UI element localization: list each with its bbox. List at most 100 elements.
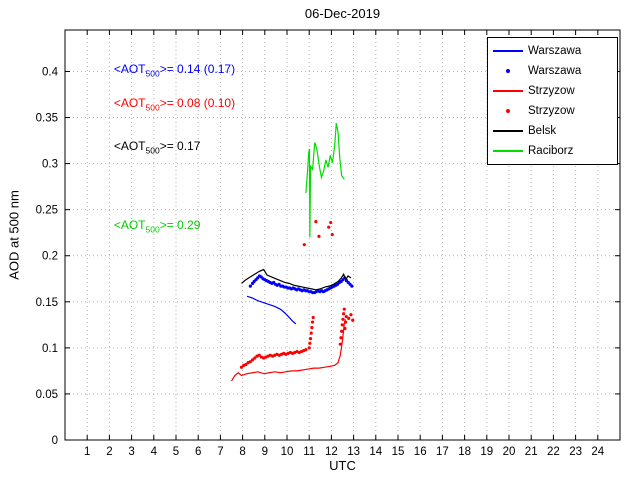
point-strzyzow-dots: [304, 348, 308, 352]
point-strzyzow-dots: [307, 346, 311, 350]
x-tick-label: 4: [151, 446, 158, 458]
point-strzyzow-dots: [339, 336, 343, 340]
legend-line-sample: [492, 44, 524, 58]
x-tick-label: 23: [569, 446, 582, 458]
annotation-text: <AOT: [113, 218, 146, 233]
annotation-text: <AOT: [113, 61, 146, 76]
annotation-text: >= 0.08 (0.10): [159, 95, 236, 110]
annotation-subscript: 500: [145, 145, 160, 156]
point-strzyzow-dots: [248, 360, 252, 364]
legend-line-sample: [492, 144, 524, 158]
aot-annotation-raciborz: <AOT500>= 0.29: [114, 218, 201, 234]
point-strzyzow-dots: [257, 353, 261, 357]
point-strzyzow-dots: [330, 232, 334, 237]
chart-title: 06-Dec-2019: [304, 6, 381, 21]
x-tick-label: 3: [128, 446, 134, 458]
legend-item-strzyzow-dots: Strzyzow: [488, 101, 617, 121]
x-tick-label: 10: [281, 446, 294, 458]
annotation-subscript: 500: [145, 68, 160, 78]
y-tick-label: 0.05: [36, 389, 58, 401]
point-strzyzow-dots: [311, 315, 315, 320]
x-tick-label: 24: [591, 446, 604, 458]
y-tick-label: 0.3: [42, 159, 58, 171]
series-belsk: [241, 268, 352, 291]
legend-item-strzyzow-line: Strzyzow: [488, 81, 617, 101]
annotation-text: >= 0.17: [159, 139, 201, 153]
annotation-text: <AOT: [113, 139, 146, 153]
legend-line-sample: [492, 84, 524, 98]
legend-item-warszawa-dots: Warszawa: [488, 61, 617, 81]
x-tick-label: 20: [503, 446, 516, 458]
legend: Warszawa Warszawa Strzyzow Strzyzow Bels…: [487, 37, 618, 165]
x-tick-label: 6: [195, 446, 201, 458]
dot-swatch: [506, 69, 510, 73]
y-tick-label: 0.2: [42, 251, 58, 263]
point-strzyzow-dots: [309, 331, 313, 335]
y-tick-label: 0.15: [36, 297, 58, 309]
point-strzyzow-dots: [343, 326, 347, 331]
x-tick-label: 2: [106, 446, 112, 458]
point-strzyzow-dots: [253, 356, 257, 360]
annotation-subscript: 500: [145, 224, 160, 235]
y-tick-label: 0.35: [36, 113, 58, 125]
point-strzyzow-dots: [344, 314, 348, 319]
legend-label: Strzyzow: [528, 105, 575, 117]
point-strzyzow-dots: [314, 220, 318, 224]
series-strzyzow-line: [230, 319, 346, 382]
x-tick-label: 14: [369, 446, 382, 458]
point-strzyzow-dots: [342, 312, 346, 316]
y-axis-label: AOD at 500 nm: [6, 190, 22, 280]
point-strzyzow-dots: [308, 341, 312, 345]
x-tick-label: 13: [347, 446, 360, 458]
legend-item-raciborz: Raciborz: [488, 141, 617, 161]
dot-swatch: [506, 109, 510, 113]
point-strzyzow-dots: [344, 320, 348, 324]
line-swatch: [493, 150, 523, 152]
line-swatch: [493, 50, 523, 52]
point-strzyzow-dots: [341, 317, 345, 321]
x-tick-label: 16: [414, 446, 427, 458]
legend-label: Raciborz: [528, 145, 574, 157]
x-axis-label: UTC: [329, 458, 356, 473]
x-tick-label: 19: [480, 446, 493, 458]
point-strzyzow-dots: [310, 320, 315, 324]
point-strzyzow-dots: [302, 243, 306, 247]
legend-label: Warszawa: [528, 45, 582, 57]
legend-line-sample: [492, 124, 524, 138]
x-tick-label: 8: [239, 446, 245, 458]
point-strzyzow-dots: [351, 318, 355, 322]
point-strzyzow-dots: [308, 337, 313, 341]
x-tick-label: 9: [262, 446, 268, 458]
annotation-text: >= 0.29: [159, 218, 201, 233]
line-swatch: [493, 90, 523, 92]
line-swatch: [493, 130, 523, 132]
point-warszawa-dots: [350, 284, 354, 288]
aot-annotation-strzyzow: <AOT500>= 0.08 (0.10): [114, 96, 235, 112]
plot-border: [64, 29, 621, 441]
point-strzyzow-dots: [340, 329, 344, 333]
legend-item-warszawa-line: Warszawa: [488, 41, 617, 61]
x-tick-label: 22: [547, 446, 560, 458]
point-strzyzow-dots: [342, 307, 346, 311]
legend-dot-sample: [492, 104, 524, 118]
y-tick-label: 0.25: [36, 205, 58, 217]
point-strzyzow-dots: [347, 316, 351, 320]
legend-label: Warszawa: [528, 65, 582, 77]
point-strzyzow-dots: [250, 358, 255, 362]
x-tick-label: 1: [84, 446, 90, 458]
legend-label: Belsk: [528, 125, 557, 137]
annotation-text: >= 0.14 (0.17): [159, 61, 236, 76]
x-tick-label: 15: [392, 446, 405, 458]
legend-dot-sample: [492, 64, 524, 78]
point-strzyzow-dots: [327, 225, 331, 229]
x-tick-label: 21: [525, 446, 538, 458]
x-tick-label: 12: [325, 446, 338, 458]
x-tick-label: 11: [303, 446, 315, 458]
x-tick-label: 17: [436, 446, 449, 458]
y-tick-label: 0: [52, 435, 58, 447]
legend-item-belsk: Belsk: [488, 121, 617, 141]
aot-annotation-belsk: <AOT500>= 0.17: [114, 139, 201, 155]
point-strzyzow-dots: [340, 323, 344, 327]
